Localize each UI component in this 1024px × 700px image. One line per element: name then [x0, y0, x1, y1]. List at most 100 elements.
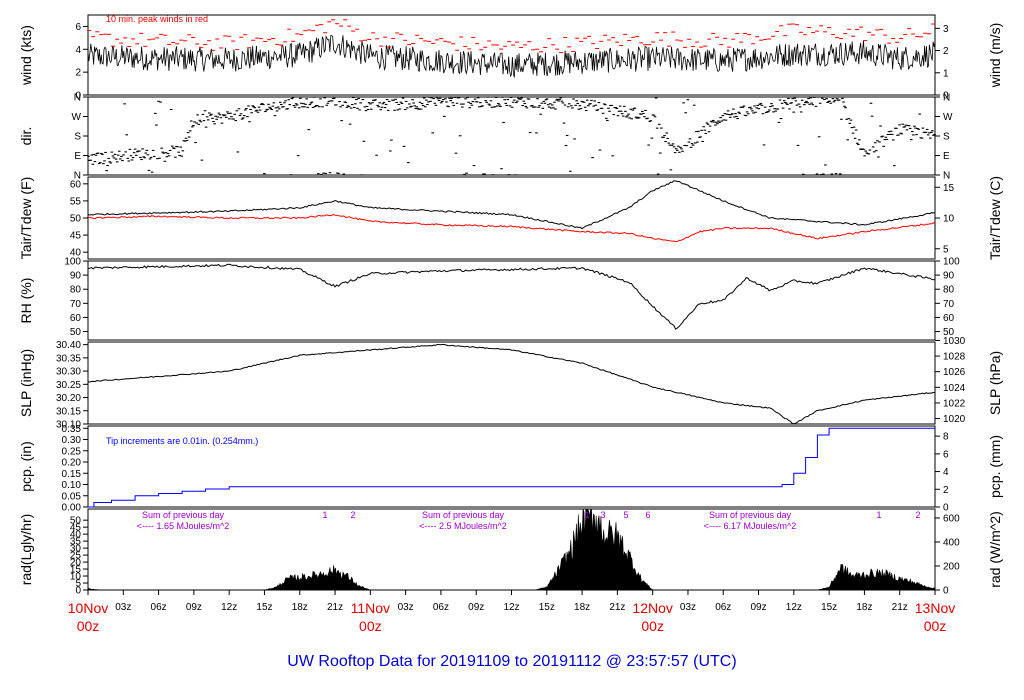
day-label-date: 12Nov	[632, 600, 672, 616]
slp-ylabel-right: SLP (hPa)	[987, 351, 1003, 415]
slp-ytick-label: 30.35	[56, 353, 81, 364]
temp-ytick-label: 40	[70, 248, 82, 259]
panel-rad: 051015202530354045500200400600rad(Lgly/h…	[18, 508, 1003, 597]
rh-rtick-label: 100	[943, 257, 960, 268]
rad-sum-value: <---- 2.5 MJoules/m^2	[419, 521, 507, 531]
rh-ytick-label: 90	[70, 271, 82, 282]
pcp-frame	[87, 425, 936, 508]
rad-ytick-label: 5	[75, 579, 81, 590]
panel-pcp: 0.000.050.100.150.200.250.300.35 0 2 4 6 8 pcp…	[18, 424, 1003, 514]
x-tick-label: 06z	[151, 602, 167, 613]
day-label-time: 00z	[641, 618, 664, 634]
pcp-ylabel-right: pcp. (mm)	[987, 435, 1003, 498]
pcp-rtick-label: 8	[943, 432, 949, 443]
day-label-time: 00z	[924, 618, 947, 634]
x-tick-label: 06z	[433, 602, 449, 613]
temp-ytick-label: 60	[70, 179, 82, 190]
dir-ytick-label: N	[74, 171, 81, 182]
slp-ytick-label: 30.30	[56, 367, 81, 378]
rad-ytick-label: 15	[70, 565, 82, 576]
x-tick-label: 21z	[327, 602, 343, 613]
dir-rtick-label: W	[943, 112, 953, 123]
slp-series-slp	[87, 343, 935, 425]
wind-rtick-label: 2	[943, 46, 949, 57]
x-tick-label: 15z	[821, 602, 837, 613]
x-tick-label: 06z	[715, 602, 731, 613]
wind-rtick-label: 0	[943, 91, 949, 102]
x-tick-label: 18z	[856, 602, 872, 613]
slp-frame	[87, 341, 936, 425]
rad-marker-label: 6	[645, 510, 650, 520]
rh-ylabel: RH (%)	[18, 278, 34, 324]
rad-ytick-label: 0	[75, 586, 81, 597]
x-tick-label: 15z	[539, 602, 555, 613]
x-tick-label: 03z	[680, 602, 696, 613]
slp-rtick-label: 1020	[943, 414, 966, 425]
dir-series	[87, 96, 936, 176]
wind-ytick-label: 0	[75, 91, 81, 102]
x-tick-label: 03z	[115, 602, 131, 613]
rad-marker-label: 2	[915, 510, 920, 520]
dir-rtick-label: E	[943, 151, 950, 162]
rad-sum-title: Sum of previous day	[709, 510, 792, 520]
rh-frame	[87, 260, 936, 341]
x-tick-label: 21z	[609, 602, 625, 613]
slp-rtick-label: 1026	[943, 367, 966, 378]
pcp-ylabel: pcp. (in)	[18, 441, 34, 492]
rad-rtick-label: 200	[943, 561, 960, 572]
pcp-note: Tip increments are 0.01in. (0.254mm.)	[106, 436, 258, 446]
panel-rh: 50 60 70 80 90 100 50 60 70 80 90 100 RH (%)	[18, 257, 960, 341]
panel-wind: 0 2 4 6 0 1 2 3 wind (kts) wind (m/s) 10 min. peak…	[18, 14, 1003, 102]
x-tick-label: 12z	[786, 602, 802, 613]
dir-rtick-label: N	[943, 93, 950, 104]
time-axis: 03z 06z 09z 12z 15z 18z 21z 03z 06z 09z 12z 15z 18z 2…	[68, 590, 955, 634]
rad-sum-title: Sum of previous day	[142, 510, 225, 520]
wind-ytick-label: 4	[75, 45, 81, 56]
slp-rtick-label: 1022	[943, 398, 966, 409]
pcp-rtick-label: 2	[943, 485, 949, 496]
temp-series-tair	[87, 180, 935, 230]
rad-sum-title: Sum of previous day	[422, 510, 505, 520]
rh-ytick-label: 50	[70, 327, 82, 338]
rh-rtick-label: 80	[943, 285, 955, 296]
temp-ytick-label: 50	[70, 214, 82, 225]
pcp-ytick-label: 0.30	[62, 435, 82, 446]
day-label-time: 00z	[77, 618, 100, 634]
slp-rtick-label: 1024	[943, 383, 966, 394]
x-tick-label: 15z	[256, 602, 272, 613]
rad-rtick-label: 0	[943, 586, 949, 597]
panel-slp: 30.10 30.15 30.20 30.25 30.30 30.35 30.40 1020 1…	[18, 336, 1003, 431]
temp-ylabel: Tair/Tdew (F)	[18, 177, 34, 259]
slp-ytick-label: 30.20	[56, 393, 81, 404]
rh-ytick-label: 100	[64, 257, 81, 268]
pcp-series-line	[88, 427, 935, 508]
rad-sum-value: <---- 1.65 MJoules/m^2	[137, 521, 230, 531]
temp-rtick-label: 15	[943, 183, 955, 194]
rad-ytick-label: 20	[70, 558, 82, 569]
rh-ytick-label: 60	[70, 313, 82, 324]
x-tick-label: 09z	[186, 602, 202, 613]
rad-ytick-label: 10	[70, 572, 82, 583]
rh-rtick-label: 60	[943, 313, 955, 324]
pcp-ytick-label: 0.35	[62, 424, 82, 435]
rh-ytick-label: 70	[70, 299, 82, 310]
pcp-ytick-label: 0.25	[62, 446, 82, 457]
wind-series-line	[87, 35, 936, 78]
wind-ytick-label: 6	[75, 22, 81, 33]
rh-rtick-label: 90	[943, 271, 955, 282]
rad-marker-label: 5	[623, 510, 628, 520]
dir-ytick-label: S	[74, 132, 81, 143]
day-label-date: 13Nov	[915, 600, 955, 616]
rh-rtick-label: 50	[943, 327, 955, 338]
rad-ytick-label: 50	[70, 516, 82, 527]
x-tick-label: 09z	[468, 602, 484, 613]
temp-ytick-label: 45	[70, 231, 82, 242]
rad-marker-label: 1	[584, 510, 589, 520]
pcp-rtick-label: 4	[943, 467, 949, 478]
temp-ytick-label: 55	[70, 196, 82, 207]
rad-marker-label: 1	[322, 510, 327, 520]
temp-ylabel-right: Tair/Tdew (C)	[987, 176, 1003, 260]
figure-title: UW Rooftop Data for 20191109 to 20191112…	[287, 653, 736, 670]
